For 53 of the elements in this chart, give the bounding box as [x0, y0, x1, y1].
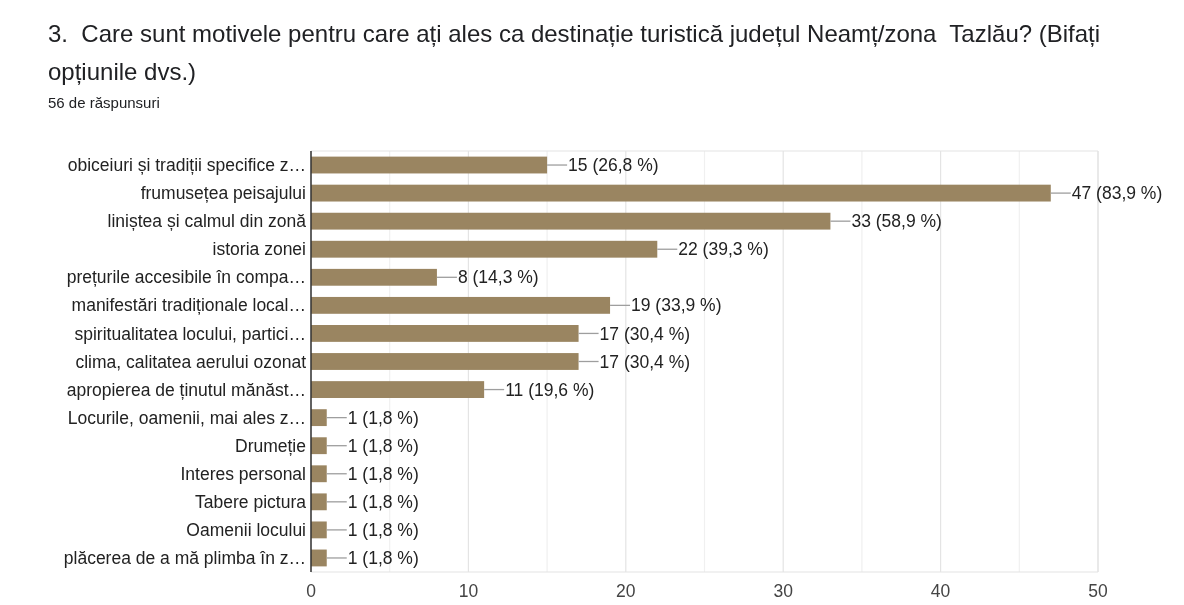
bar	[311, 381, 485, 398]
bar	[311, 437, 327, 455]
bar	[311, 184, 1051, 202]
y-tick-label: frumusețea peisajului	[140, 183, 306, 204]
y-tick-label: Tabere pictura	[195, 491, 307, 512]
y-tick-label: spiritualitatea locului, partici…	[74, 323, 306, 344]
data-label: 22 (39,3 %)	[678, 239, 769, 260]
data-label: 1 (1,8 %)	[347, 491, 419, 512]
bar	[311, 353, 579, 370]
x-tick-label: 0	[306, 581, 317, 601]
y-tick-label: apropierea de ținutul mănăst…	[66, 379, 306, 400]
y-tick-label: istoria zonei	[212, 239, 306, 260]
bar	[311, 240, 658, 258]
x-tick-label: 40	[930, 581, 951, 601]
chart-title: 3. Care sunt motivele pentru care ați ales ca destinație turistică județul Neamț/zona Tazlău? (Bifați opțiunile dvs.)	[48, 20, 1101, 85]
bar	[311, 156, 548, 174]
y-tick-label: Interes personal	[180, 463, 306, 484]
bar	[311, 521, 327, 539]
y-tick-label: Locurile, oamenii, mai ales z…	[67, 407, 306, 428]
data-label: 1 (1,8 %)	[347, 463, 419, 484]
y-tick-label: plăcerea de a mă plimba în z…	[63, 548, 306, 569]
data-label: 19 (33,9 %)	[631, 295, 722, 316]
y-tick-label: clima, calitatea aerului ozonat	[75, 351, 307, 372]
data-label: 47 (83,9 %)	[1071, 183, 1163, 204]
y-tick-label: manifestări tradiționale local…	[71, 295, 306, 316]
data-label: 15 (26,8 %)	[568, 155, 659, 176]
y-tick-label: obiceiuri și tradiții specifice z…	[67, 155, 306, 176]
bar	[311, 212, 831, 230]
data-label: 8 (14,3 %)	[457, 267, 539, 288]
y-tick-label: Drumeție	[235, 435, 306, 456]
x-tick-label: 20	[616, 581, 636, 601]
x-tick-label: 30	[773, 581, 794, 601]
bar	[311, 268, 437, 286]
x-tick-label: 10	[458, 581, 479, 601]
data-label: 1 (1,8 %)	[347, 548, 419, 569]
bar	[311, 493, 327, 511]
text: 56 de răspunsuri	[48, 94, 160, 111]
y-tick-label: prețurile accesibile în compa…	[66, 267, 306, 288]
bar	[311, 296, 611, 314]
data-label: 1 (1,8 %)	[347, 435, 419, 456]
bar	[311, 465, 327, 483]
y-tick-label: liniștea și calmul din zonă	[107, 211, 307, 232]
bar	[311, 325, 579, 342]
data-label: 1 (1,8 %)	[347, 407, 419, 428]
x-tick-label: 50	[1088, 581, 1108, 601]
data-label: 1 (1,8 %)	[347, 520, 419, 541]
bar	[311, 409, 327, 427]
data-label: 11 (19,6 %)	[505, 379, 595, 400]
y-tick-label: Oamenii locului	[186, 520, 306, 541]
bar	[311, 549, 327, 567]
data-label: 17 (30,4 %)	[599, 351, 691, 372]
data-label: 33 (58,9 %)	[851, 211, 942, 232]
data-label: 17 (30,4 %)	[599, 323, 691, 344]
